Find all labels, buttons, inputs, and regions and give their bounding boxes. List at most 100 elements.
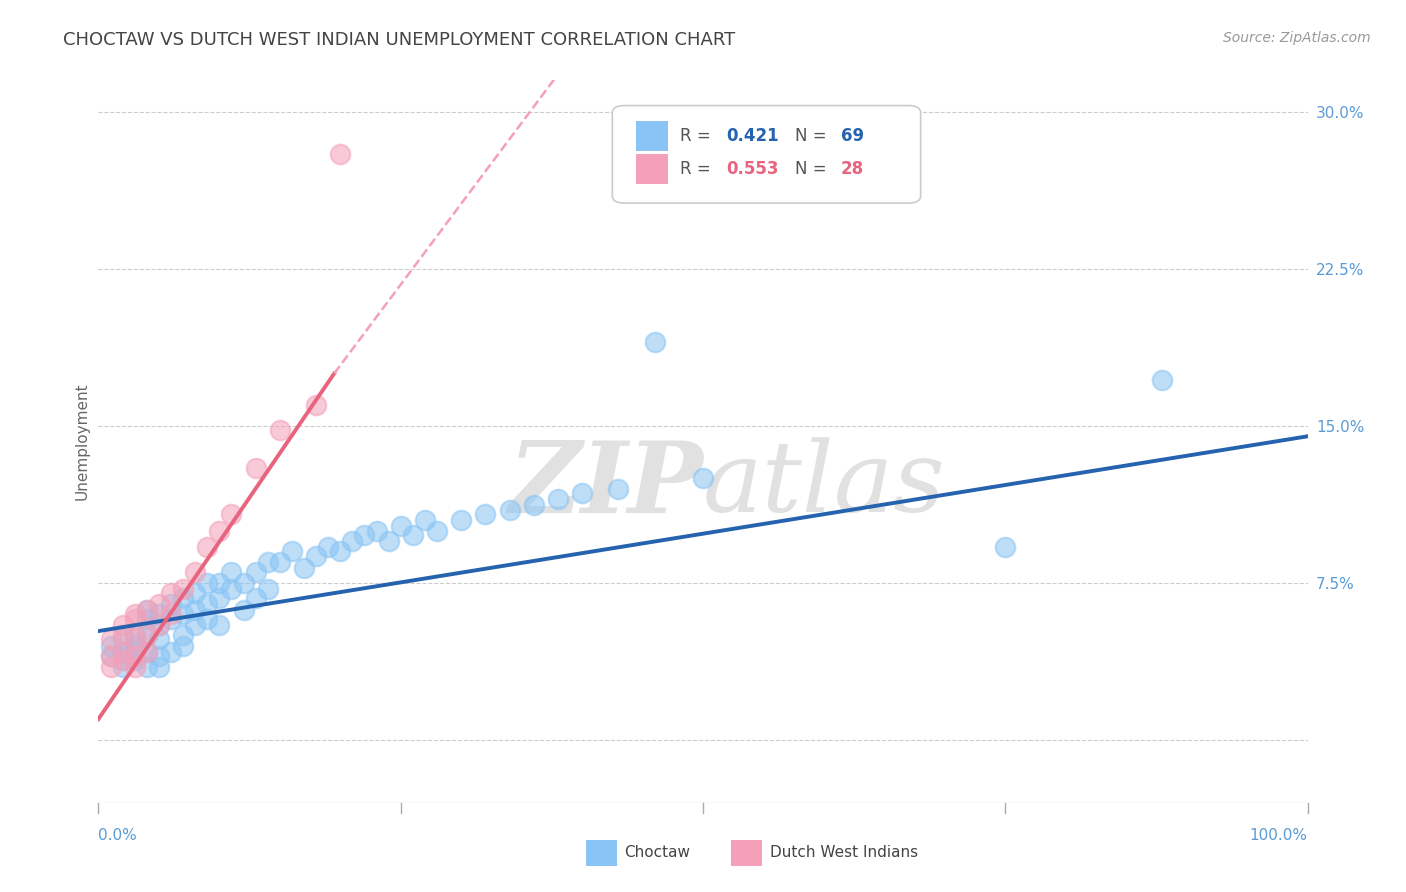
Point: [547, 492, 569, 507]
Point: [172, 639, 194, 653]
Point: [269, 555, 291, 569]
Point: [305, 549, 328, 563]
Point: [111, 617, 134, 632]
Point: [148, 617, 170, 632]
Point: [160, 645, 183, 659]
Point: [184, 566, 207, 580]
Point: [184, 603, 207, 617]
Point: [124, 628, 146, 642]
Point: [111, 645, 134, 659]
Point: [124, 649, 146, 664]
Point: [245, 566, 267, 580]
Point: [148, 649, 170, 664]
Point: [148, 659, 170, 673]
Point: [402, 527, 425, 541]
Point: [111, 645, 134, 659]
Point: [316, 541, 339, 555]
Point: [195, 611, 218, 625]
Point: [172, 607, 194, 622]
Text: ZIP: ZIP: [508, 437, 703, 533]
Point: [208, 617, 231, 632]
Point: [195, 575, 218, 590]
Point: [111, 653, 134, 667]
Text: R =: R =: [681, 161, 716, 178]
Text: 100.0%: 100.0%: [1250, 828, 1308, 843]
Point: [269, 423, 291, 437]
Text: 0.0%: 0.0%: [98, 828, 138, 843]
Text: R =: R =: [681, 127, 716, 145]
Point: [353, 527, 375, 541]
Point: [450, 513, 472, 527]
Point: [124, 659, 146, 673]
Point: [221, 582, 243, 597]
Point: [124, 632, 146, 647]
Point: [571, 486, 593, 500]
FancyBboxPatch shape: [731, 839, 762, 865]
Point: [232, 603, 254, 617]
FancyBboxPatch shape: [637, 154, 668, 185]
Point: [184, 586, 207, 600]
Point: [100, 649, 122, 664]
Point: [100, 632, 122, 647]
Point: [692, 471, 714, 485]
Point: [1152, 373, 1174, 387]
Text: Dutch West Indians: Dutch West Indians: [769, 845, 918, 860]
Point: [221, 566, 243, 580]
Point: [111, 628, 134, 642]
Point: [426, 524, 449, 538]
Text: N =: N =: [794, 127, 832, 145]
Point: [148, 597, 170, 611]
Point: [195, 541, 218, 555]
Point: [100, 659, 122, 673]
FancyBboxPatch shape: [586, 839, 617, 865]
Point: [160, 597, 183, 611]
Point: [281, 544, 304, 558]
Point: [160, 607, 183, 622]
Point: [389, 519, 412, 533]
Point: [172, 591, 194, 605]
Point: [184, 617, 207, 632]
Text: 0.421: 0.421: [725, 127, 779, 145]
Point: [148, 607, 170, 622]
Point: [135, 645, 157, 659]
Point: [256, 582, 278, 597]
Point: [135, 628, 157, 642]
Point: [124, 645, 146, 659]
Point: [135, 659, 157, 673]
Point: [100, 639, 122, 653]
Point: [135, 603, 157, 617]
Point: [329, 544, 352, 558]
Point: [644, 334, 666, 349]
Text: Source: ZipAtlas.com: Source: ZipAtlas.com: [1223, 31, 1371, 45]
Point: [124, 611, 146, 625]
Point: [305, 398, 328, 412]
Point: [135, 645, 157, 659]
Point: [232, 575, 254, 590]
Point: [245, 591, 267, 605]
Point: [111, 632, 134, 647]
Point: [124, 607, 146, 622]
Point: [221, 507, 243, 521]
Point: [342, 534, 364, 549]
Point: [208, 524, 231, 538]
FancyBboxPatch shape: [613, 105, 921, 203]
Point: [172, 628, 194, 642]
Point: [474, 507, 496, 521]
Point: [208, 591, 231, 605]
FancyBboxPatch shape: [637, 120, 668, 151]
Point: [124, 653, 146, 667]
Point: [195, 597, 218, 611]
Text: 69: 69: [841, 127, 863, 145]
Point: [377, 534, 399, 549]
Point: [413, 513, 436, 527]
Point: [148, 617, 170, 632]
Point: [172, 582, 194, 597]
Text: N =: N =: [794, 161, 832, 178]
Point: [523, 499, 546, 513]
Point: [135, 611, 157, 625]
Text: Choctaw: Choctaw: [624, 845, 690, 860]
Text: CHOCTAW VS DUTCH WEST INDIAN UNEMPLOYMENT CORRELATION CHART: CHOCTAW VS DUTCH WEST INDIAN UNEMPLOYMEN…: [63, 31, 735, 49]
Point: [111, 653, 134, 667]
Text: 28: 28: [841, 161, 863, 178]
Point: [160, 611, 183, 625]
